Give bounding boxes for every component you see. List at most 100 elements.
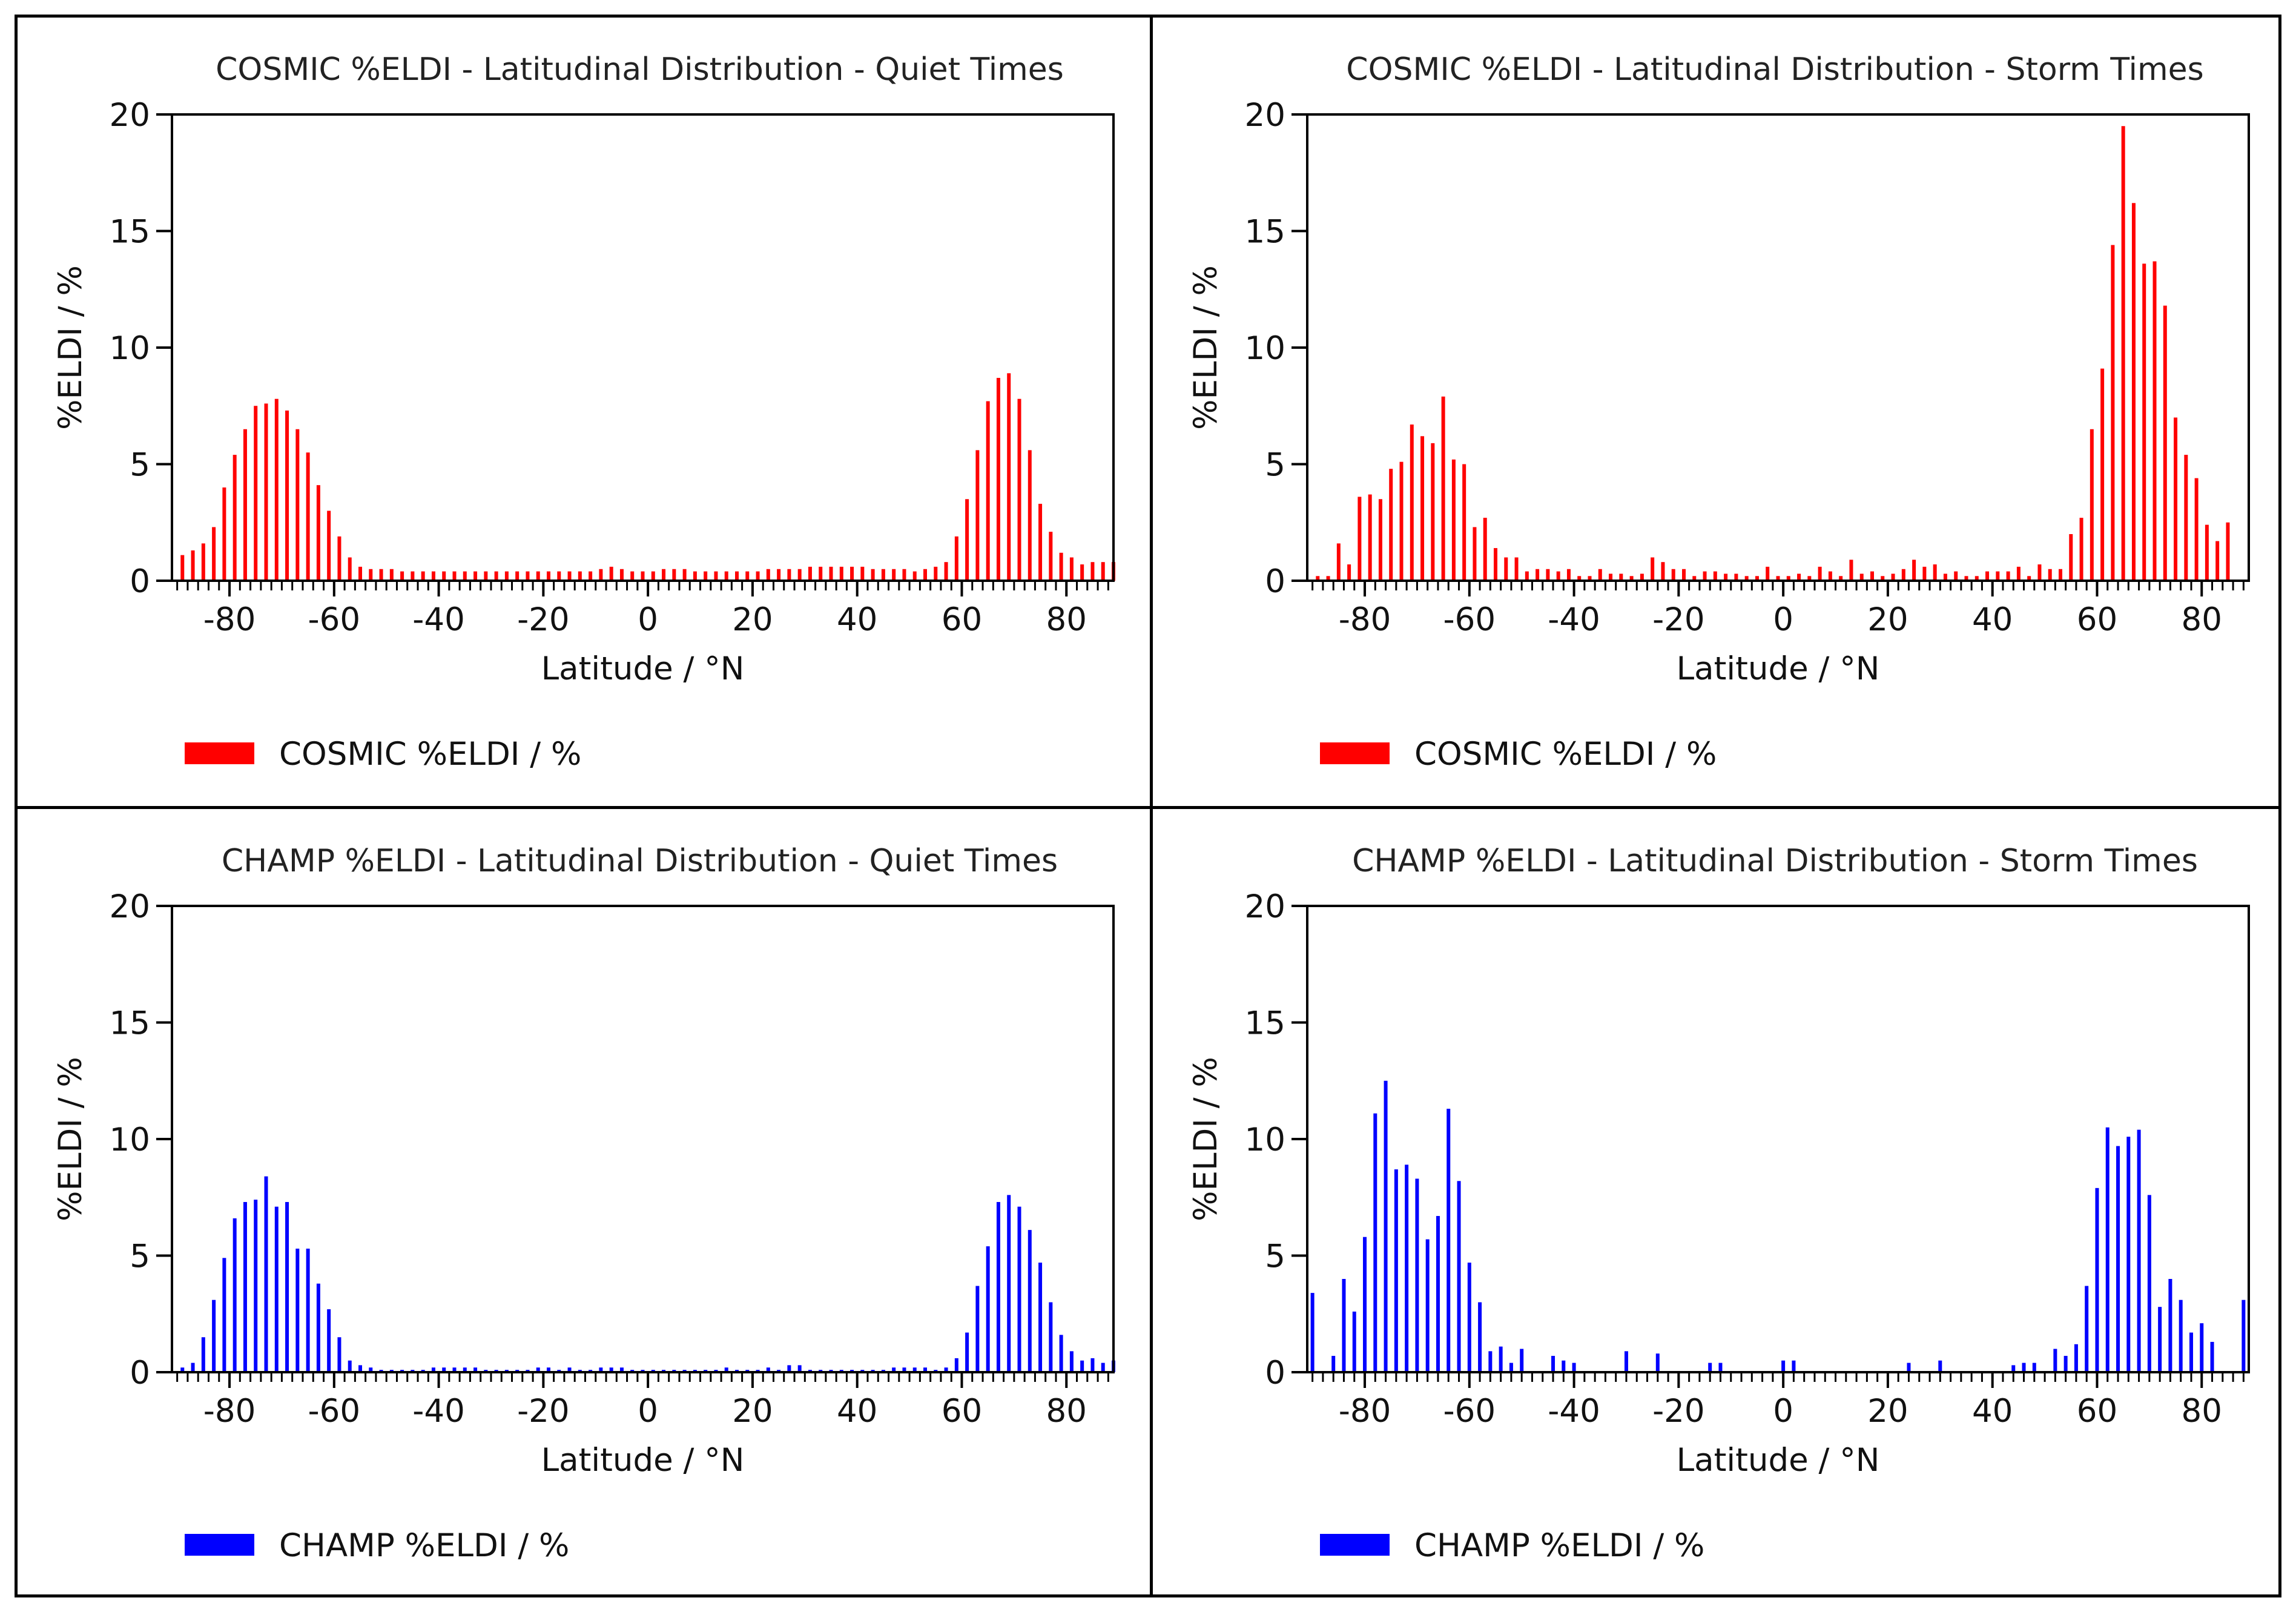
bar	[254, 406, 258, 581]
bar	[2184, 455, 2188, 581]
bar	[2063, 1356, 2068, 1372]
bar	[243, 429, 247, 581]
bar	[369, 1367, 373, 1372]
bar	[589, 571, 593, 581]
bar	[274, 398, 279, 581]
bar	[452, 571, 457, 581]
bar	[1781, 1360, 1786, 1372]
bar	[389, 569, 394, 581]
bar	[285, 1201, 289, 1372]
bar	[808, 566, 812, 581]
bar	[619, 569, 624, 581]
panel-cosmic-quiet: COSMIC %ELDI - Latitudinal Distribution …	[18, 18, 1150, 806]
bar	[431, 1367, 435, 1372]
x-tick-label: -80	[1339, 601, 1391, 638]
bar	[494, 571, 498, 581]
bar	[912, 1367, 917, 1372]
legend-swatch	[1320, 1534, 1390, 1556]
bar	[2085, 1286, 2089, 1372]
bar	[2147, 1195, 2151, 1372]
bar	[1451, 459, 1456, 581]
y-axis-label: %ELDI / %	[1187, 265, 1224, 430]
bar	[2006, 571, 2010, 581]
bar	[431, 571, 435, 581]
bar	[1682, 569, 1686, 581]
y-tick-label: 15	[1245, 214, 1285, 251]
bar	[599, 569, 603, 581]
bar	[954, 536, 958, 581]
bar	[1483, 518, 1487, 581]
bar	[1378, 499, 1382, 581]
y-axis-label: %ELDI / %	[1187, 1057, 1224, 1221]
x-tick-label: -80	[203, 1393, 256, 1430]
bar	[1708, 1363, 1712, 1372]
bar	[379, 569, 383, 581]
bar	[327, 510, 331, 581]
bar	[180, 1367, 185, 1372]
legend-label: COSMIC %ELDI / %	[279, 736, 581, 773]
bar	[1457, 1181, 1461, 1372]
bar	[829, 566, 833, 581]
bar	[777, 569, 781, 581]
bar	[1870, 571, 1874, 581]
x-tick-label: 60	[2077, 1393, 2117, 1430]
y-tick-label: 5	[1265, 1238, 1285, 1275]
bar	[2079, 518, 2083, 581]
bar	[1101, 562, 1105, 581]
x-tick-label: 40	[837, 601, 877, 638]
x-tick-label: 80	[1046, 601, 1087, 638]
bar	[797, 1365, 802, 1372]
bar	[473, 1367, 478, 1372]
y-tick-label: 5	[130, 1238, 150, 1275]
bar	[766, 1367, 770, 1372]
bar	[2032, 1363, 2036, 1372]
y-axis-label: %ELDI / %	[52, 1057, 89, 1221]
bar	[1556, 571, 1560, 581]
x-tick-label: -60	[1443, 1393, 1496, 1430]
bar	[1431, 443, 1435, 581]
bar	[662, 569, 666, 581]
bar	[411, 571, 415, 581]
bar	[536, 571, 540, 581]
x-tick-label: -60	[1443, 601, 1496, 638]
x-tick-label: 60	[2077, 601, 2117, 638]
bar	[2126, 1137, 2131, 1372]
bar	[1624, 1351, 1628, 1372]
bar	[526, 571, 530, 581]
bar	[316, 485, 320, 581]
bar	[222, 1258, 226, 1372]
x-axis-label: Latitude / °N	[1677, 1442, 1880, 1479]
bar	[923, 569, 927, 581]
y-tick-label: 15	[110, 1005, 150, 1042]
bar	[1028, 1230, 1032, 1372]
x-tick-label: 20	[1867, 601, 1908, 638]
y-tick-label: 10	[1245, 330, 1285, 367]
bar	[1713, 571, 1717, 581]
bar	[1572, 1363, 1576, 1372]
y-tick-label: 20	[1245, 888, 1285, 925]
bar	[2100, 368, 2105, 581]
legend-label: CHAMP %ELDI / %	[1414, 1527, 1704, 1564]
bar	[672, 569, 676, 581]
bar	[1336, 543, 1341, 581]
bar	[2179, 1300, 2183, 1372]
x-tick-label: -20	[517, 1393, 570, 1430]
y-tick-label: 10	[110, 1121, 150, 1158]
bar	[1891, 573, 1895, 581]
bar	[923, 1367, 927, 1372]
bar	[1504, 557, 1508, 581]
bar	[547, 1367, 550, 1372]
y-tick-label: 15	[110, 214, 150, 251]
bar	[484, 571, 488, 581]
bar	[400, 571, 404, 581]
x-tick-label: 60	[942, 1393, 982, 1430]
bar	[191, 1363, 195, 1372]
bar	[1038, 503, 1043, 581]
bar	[285, 410, 289, 581]
bar	[1059, 1335, 1063, 1372]
bar	[651, 571, 655, 581]
bar	[944, 562, 948, 581]
bar	[1881, 576, 1885, 581]
x-tick-label: 80	[1046, 1393, 1087, 1430]
bar	[954, 1358, 958, 1372]
